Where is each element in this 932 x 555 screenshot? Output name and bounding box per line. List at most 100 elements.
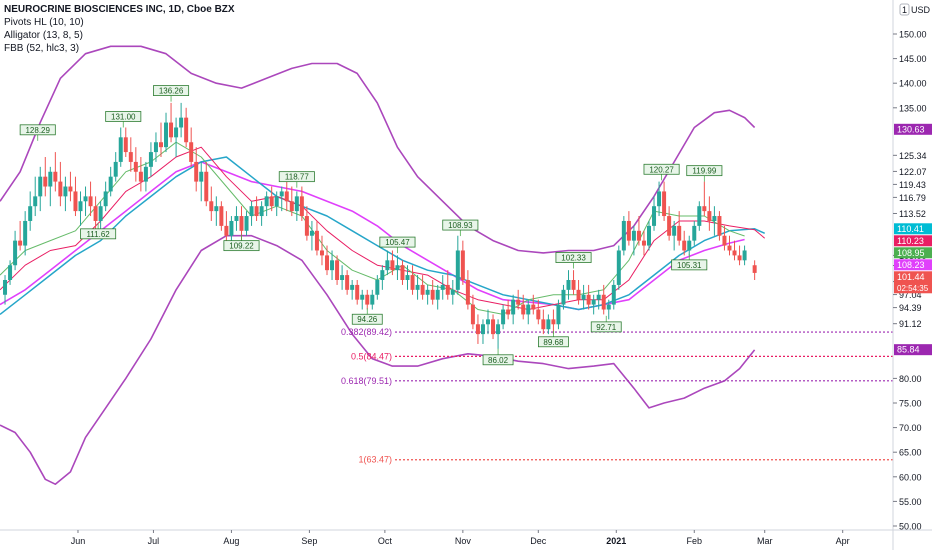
- candle-body: [78, 201, 83, 212]
- price-badge-label: 108.95: [897, 248, 925, 258]
- candle-body: [48, 171, 53, 187]
- candle-body: [229, 220, 234, 236]
- candle-body: [279, 191, 284, 197]
- candle-body: [646, 225, 651, 246]
- fbb-upper-band: [0, 45, 756, 254]
- currency-button[interactable]: USD: [911, 5, 931, 15]
- price-tick-label: 94.39: [899, 303, 922, 313]
- candle-body: [164, 122, 169, 148]
- chart-legend: NEUROCRINE BIOSCIENCES INC, 1D, Cboe BZX…: [4, 3, 235, 55]
- candle-body: [304, 216, 309, 236]
- candle-body: [521, 304, 526, 315]
- candle-body: [692, 225, 697, 241]
- candle-body: [309, 230, 314, 236]
- price-tick-label: 145.00: [899, 54, 927, 64]
- candle-body: [465, 280, 470, 305]
- indicator-fbb[interactable]: FBB (52, hlc3, 3): [4, 43, 80, 54]
- candle-body: [737, 255, 742, 261]
- candle-body: [621, 220, 626, 251]
- pivot-label-box: [278, 171, 315, 183]
- candle-body: [430, 289, 435, 300]
- pivot-label-box: [590, 321, 622, 333]
- pivot-label: 102.33: [561, 254, 586, 263]
- price-badge: [894, 247, 932, 259]
- pivot-label-box: [643, 163, 680, 175]
- price-badge: [894, 123, 932, 135]
- candle-body: [707, 211, 712, 221]
- candle-body: [581, 294, 586, 300]
- candle-body: [13, 240, 18, 266]
- candle-body: [335, 260, 340, 280]
- candle-body: [38, 176, 43, 197]
- candle-body: [28, 206, 33, 221]
- candle-body: [667, 216, 672, 236]
- time-tick-label: Mar: [757, 536, 773, 546]
- pivot-label: 119.99: [692, 167, 716, 176]
- candle-body: [350, 284, 355, 290]
- price-tick-label: 116.79: [899, 193, 926, 203]
- candle-body: [415, 284, 420, 290]
- candle-body: [641, 240, 646, 246]
- price-tick-label: 80.00: [899, 374, 922, 384]
- pivot-label: 109.22: [229, 242, 254, 251]
- candle-body: [53, 171, 58, 182]
- time-axis[interactable]: Jun Jul Aug Sep Oct Nov Dec 2021 Feb Mar Apr: [0, 529, 932, 546]
- candle-body: [153, 142, 158, 153]
- price-axis[interactable]: 150.00145.00140.00135.00125.34122.07119.…: [892, 0, 931, 550]
- price-badge-label: 108.23: [897, 260, 925, 270]
- candle-body: [460, 250, 465, 280]
- candle-body: [138, 171, 143, 182]
- candle-body: [445, 284, 450, 295]
- pivot-label: 94.26: [357, 315, 378, 324]
- candle-body: [662, 191, 667, 217]
- candle-body: [340, 275, 345, 280]
- candle-body: [194, 161, 199, 182]
- candle-body: [541, 319, 546, 330]
- candle-body: [727, 245, 732, 251]
- pivot-label: 118.77: [285, 173, 309, 182]
- candle-body: [325, 255, 330, 271]
- pivot-label: 131.00: [111, 112, 136, 121]
- price-tick-label: 140.00: [899, 79, 927, 89]
- candle-body: [284, 191, 289, 202]
- candle-body: [199, 171, 204, 182]
- indicator-alligator[interactable]: Alligator (13, 8, 5): [4, 30, 83, 41]
- candle-body: [254, 206, 259, 217]
- price-tick-label: 135.00: [899, 103, 927, 113]
- price-tick-label: 55.00: [899, 497, 922, 507]
- candle-body: [8, 265, 13, 280]
- candle-body: [486, 319, 491, 325]
- candle-body: [204, 171, 209, 202]
- candle-body: [455, 250, 460, 290]
- pivot-label-box: [686, 165, 723, 177]
- pivot-label: 136.26: [159, 87, 184, 96]
- candle-body: [712, 216, 717, 221]
- candle-body: [742, 250, 747, 261]
- candle-body: [385, 260, 390, 271]
- pivot-label: 105.31: [677, 261, 702, 270]
- candle-body: [289, 201, 294, 212]
- scale-toggle-box[interactable]: [899, 3, 910, 16]
- candle-body: [93, 206, 98, 221]
- price-tick-label: 75.00: [899, 399, 922, 409]
- candle-body: [636, 230, 641, 241]
- pivot-label-box: [105, 111, 142, 122]
- candle-body: [33, 196, 38, 207]
- indicator-pivots[interactable]: Pivots HL (10, 10): [4, 17, 84, 28]
- pivot-label: 89.68: [543, 338, 564, 347]
- price-tick-label: 122.07: [899, 167, 927, 177]
- pivot-label: 120.27: [649, 165, 674, 174]
- candle-body: [259, 206, 264, 217]
- time-tick-label: Jul: [148, 536, 160, 546]
- pivot-label: 111.62: [86, 230, 110, 239]
- candle-body: [299, 196, 304, 217]
- candle-body: [239, 216, 244, 231]
- time-tick-label: Sep: [301, 536, 317, 546]
- price-badge-label: 85.84: [897, 345, 920, 355]
- time-tick-label: Dec: [530, 536, 547, 546]
- time-tick-label: Apr: [836, 536, 850, 546]
- candle-body: [561, 289, 566, 305]
- candle-body: [425, 289, 430, 295]
- candle-body: [88, 196, 93, 207]
